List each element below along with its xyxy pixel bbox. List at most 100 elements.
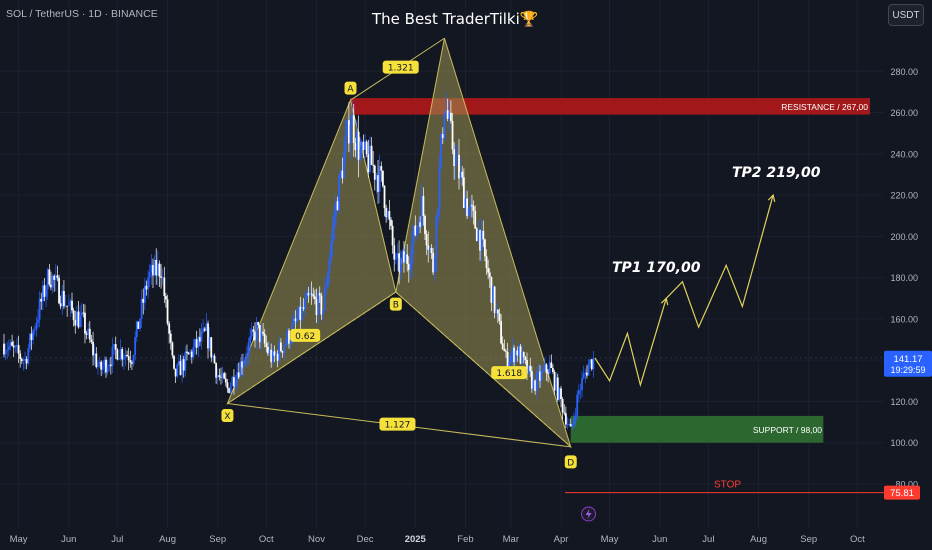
candle-body [412, 225, 415, 243]
time-tick-label: May [601, 534, 619, 545]
candle-body [9, 342, 12, 347]
candle-body [493, 286, 496, 313]
candle-body [77, 311, 80, 328]
stop-price-box [884, 485, 920, 500]
currency-button[interactable]: USDT [888, 4, 924, 26]
candle-body [383, 185, 386, 209]
candle-body [203, 328, 206, 331]
candle-body [29, 333, 31, 349]
candle-body [428, 247, 431, 250]
time-tick-label: Jun [61, 534, 76, 545]
candle-body [564, 413, 567, 425]
candle-body [555, 377, 558, 391]
candle-body [364, 141, 366, 150]
stop-price-label: 75.81 [890, 488, 914, 499]
candle-body [344, 134, 347, 152]
candle-body [24, 359, 26, 361]
time-tick-label: May [10, 534, 28, 545]
candle-body [92, 342, 94, 356]
candle-body [137, 321, 140, 329]
candle-body [513, 347, 515, 363]
candle-body [574, 415, 577, 419]
candle-body [484, 239, 486, 257]
candle-body [27, 348, 30, 364]
candle-body [211, 355, 214, 358]
candle-body [228, 388, 230, 393]
candle-body [305, 293, 308, 300]
price-axis-bg [884, 0, 932, 550]
candle-body [325, 287, 328, 289]
candle-body [101, 366, 104, 370]
candle-body [338, 174, 341, 211]
time-tick-label: Mar [503, 534, 519, 545]
candle-body [276, 353, 279, 361]
candle-body [301, 307, 303, 320]
candle-body [454, 155, 457, 166]
candle-body [176, 364, 179, 377]
ratio-label-text: 1.321 [388, 64, 414, 74]
candle-body [440, 133, 443, 167]
candle-body [380, 166, 383, 171]
price-tick-label: 180.00 [890, 273, 918, 283]
candle-body [22, 360, 25, 362]
candle-body [587, 363, 590, 376]
candle-body [370, 145, 373, 165]
candle-body [270, 349, 273, 363]
candle-body [527, 365, 530, 374]
candle-body [480, 230, 483, 251]
candle-body [522, 351, 525, 358]
candle-body [299, 306, 302, 320]
candle-body [131, 362, 133, 364]
candle-body [445, 110, 447, 114]
candle-body [271, 351, 274, 363]
candle-body [267, 346, 269, 354]
candle-body [51, 275, 54, 288]
candle-body [336, 201, 339, 211]
candle-body [109, 364, 112, 367]
candle-body [249, 336, 252, 343]
candle-body [7, 346, 10, 350]
candle-body [184, 351, 187, 371]
candle-body [72, 310, 75, 320]
candle-body [118, 358, 120, 360]
price-axis[interactable]: 80.00100.00120.00140.00160.00180.00200.0… [884, 0, 932, 550]
symbol-info[interactable]: SOL / TetherUS · 1D · BINANCE [6, 8, 158, 20]
point-label-b-text: B [393, 301, 399, 311]
ratio-label-text: 1.127 [385, 421, 411, 431]
price-tick-label: 160.00 [890, 314, 918, 324]
candle-body [139, 318, 141, 329]
candle-body [257, 322, 260, 326]
candle-body [59, 303, 62, 307]
candle-body [54, 275, 57, 280]
time-axis[interactable]: May Jun Jul Aug Sep Oct Nov Dec 2025 Feb Mar Apr May… [0, 528, 932, 550]
candle-body [433, 257, 436, 273]
candle-body [6, 349, 9, 352]
candle-body [114, 344, 117, 350]
candle-body [58, 277, 60, 304]
candle-body [239, 361, 242, 378]
ratio-label: 1.127 [379, 417, 416, 431]
candle-body [262, 331, 264, 334]
candle-body [233, 377, 235, 387]
candle-body [97, 365, 99, 368]
candle-body [260, 331, 263, 343]
candle-body [66, 305, 69, 307]
candle-body [310, 293, 313, 295]
candle-body [224, 378, 227, 383]
time-tick-label: Aug [159, 534, 176, 545]
time-tick-label: Apr [554, 534, 569, 545]
candle-body [381, 170, 384, 186]
candle-body [586, 372, 588, 376]
candle-body [488, 272, 491, 277]
candle-body [4, 351, 7, 355]
point-label-b: B [389, 297, 402, 311]
ratio-label: 1.618 [491, 366, 528, 380]
candle-body [279, 342, 282, 352]
candle-body [32, 330, 35, 341]
candle-body [359, 149, 362, 160]
candle-body [388, 211, 391, 220]
candle-body [229, 385, 232, 393]
candle-body [516, 350, 519, 356]
